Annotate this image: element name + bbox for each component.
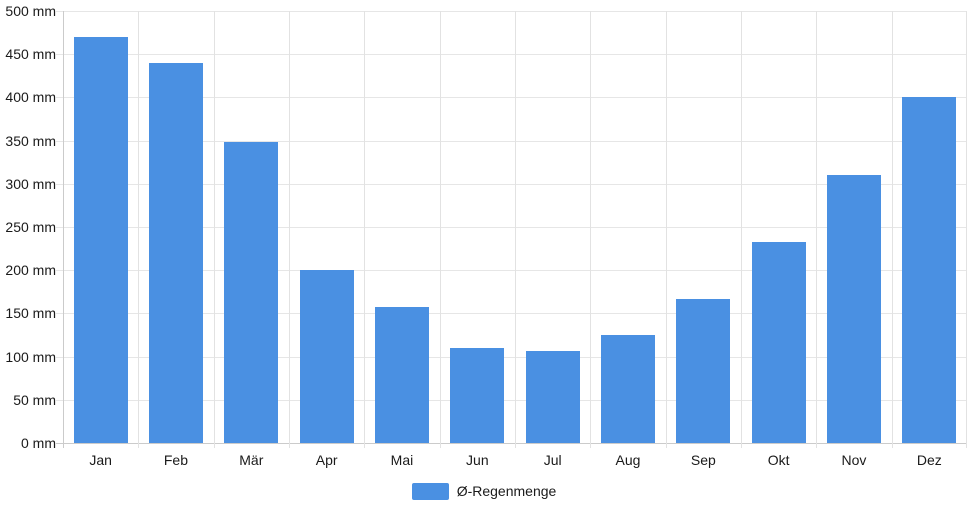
v-gridline [289, 11, 290, 448]
h-gridline [56, 313, 967, 315]
plot-area [56, 11, 967, 448]
v-gridline [966, 11, 967, 448]
x-axis-tick-label: Mai [390, 452, 414, 468]
bar-jun [450, 348, 505, 443]
bar-mär [224, 142, 279, 443]
x-axis-tick-label: Jun [466, 452, 489, 468]
bar-feb [148, 62, 204, 443]
x-axis-line [56, 443, 967, 444]
y-axis-tick-label: 400 mm [5, 89, 56, 106]
x-axis-tick-label: Jan [89, 452, 112, 468]
bar-jul [525, 350, 580, 443]
x-axis-tick-label: Mär [239, 452, 264, 468]
y-axis-tick-label: 450 mm [5, 46, 56, 63]
v-gridline [515, 11, 516, 448]
y-axis-line [63, 11, 64, 448]
v-gridline [665, 11, 667, 448]
y-axis-tick-label: 100 mm [5, 348, 56, 365]
x-axis-tick-label: Dez [916, 452, 942, 468]
v-gridline [138, 11, 140, 448]
h-gridline [56, 54, 967, 56]
bar-apr [299, 270, 354, 443]
legend-label: Ø-Regenmenge [456, 483, 557, 499]
legend[interactable]: Ø-Regenmenge [0, 481, 968, 501]
y-axis-tick-label: 500 mm [5, 3, 56, 19]
h-gridline [56, 97, 967, 99]
y-axis-tick-label: 150 mm [5, 305, 56, 322]
v-gridline [891, 11, 893, 448]
bar-okt [751, 241, 806, 443]
h-gridline [56, 183, 967, 185]
h-gridline [56, 227, 967, 228]
v-gridline [364, 11, 366, 448]
bar-mai [374, 306, 430, 443]
h-gridline [56, 140, 967, 142]
bar-dez [902, 97, 957, 443]
x-axis-tick-label: Apr [315, 452, 338, 468]
x-axis-tick-label: Aug [615, 452, 641, 468]
bar-aug [600, 335, 656, 443]
x-axis-tick-label: Feb [163, 452, 188, 468]
h-gridline [56, 11, 967, 12]
y-axis-tick-label: 300 mm [5, 175, 56, 192]
bar-sep [676, 298, 731, 443]
h-gridline [56, 270, 967, 272]
h-gridline [56, 399, 967, 401]
y-axis-tick-label: 200 mm [5, 262, 56, 279]
x-axis-tick-label: Jul [543, 452, 562, 468]
v-gridline [213, 11, 215, 448]
y-axis-tick-label: 50 mm [13, 391, 56, 408]
bar-jan [73, 36, 128, 443]
y-axis-tick-label: 0 mm [21, 435, 56, 451]
v-gridline [439, 11, 441, 448]
x-axis-tick-label: Okt [767, 452, 790, 468]
y-axis-tick-label: 250 mm [5, 219, 56, 235]
bar-nov [826, 175, 882, 443]
x-axis-tick-label: Nov [841, 452, 867, 468]
y-axis-tick-label: 350 mm [5, 132, 56, 149]
v-gridline [590, 11, 592, 448]
h-gridline [56, 356, 967, 358]
v-gridline [816, 11, 818, 448]
x-axis-tick-label: Sep [690, 452, 716, 468]
legend-swatch [411, 482, 449, 500]
y-axis-labels: 0 mm 50 mm 100 mm 150 mm 200 mm 250 mm 300 mm 3… [0, 0, 56, 508]
v-gridline [741, 11, 742, 448]
